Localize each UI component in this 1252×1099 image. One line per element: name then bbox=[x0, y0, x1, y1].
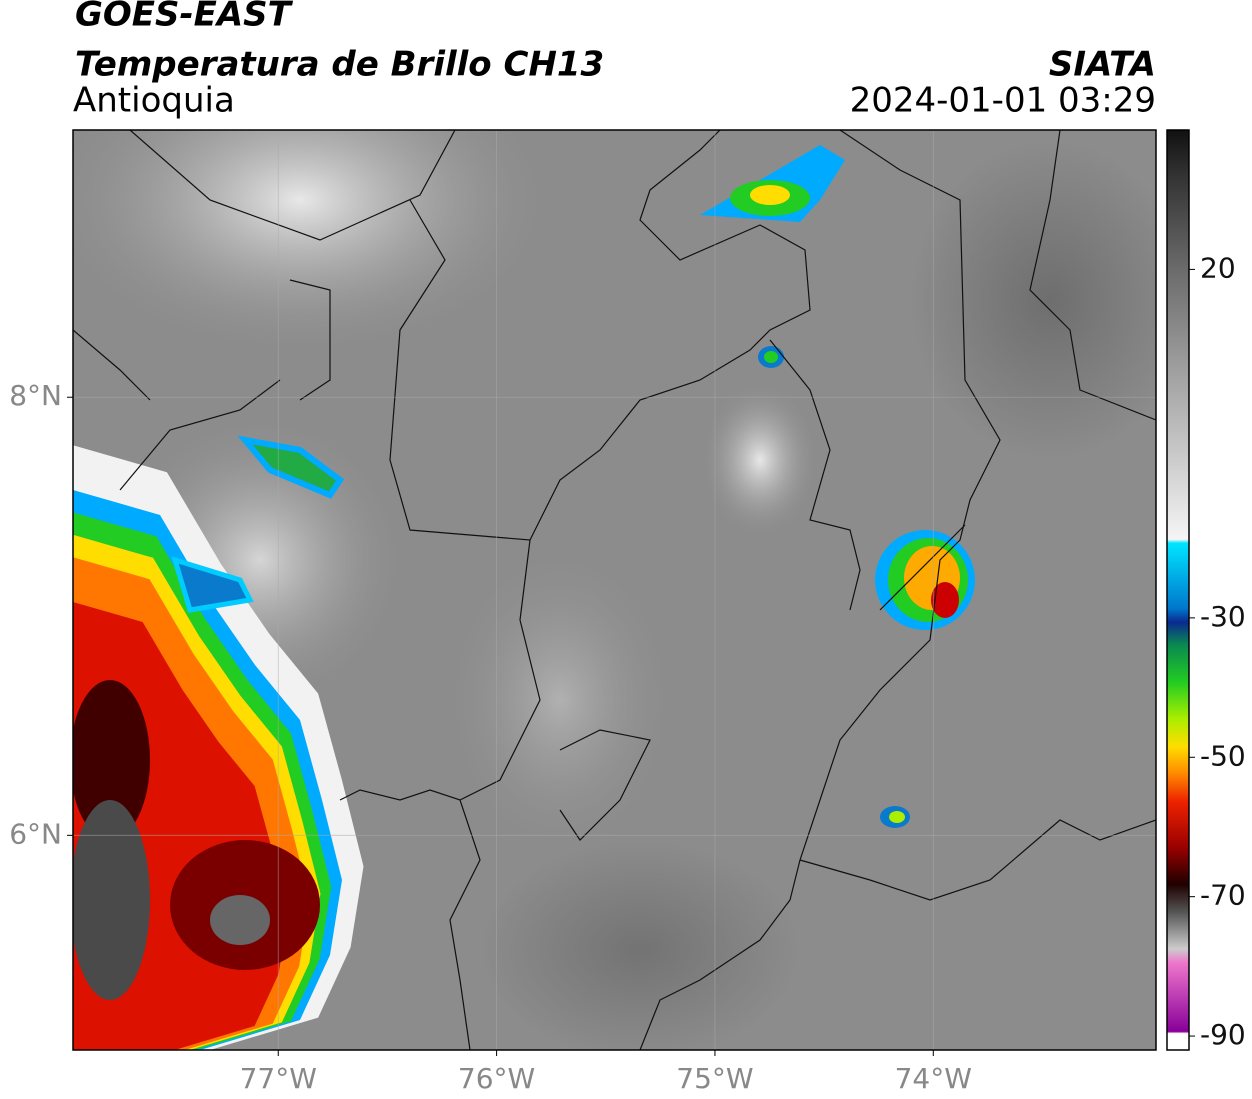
storm-cells bbox=[700, 145, 975, 828]
colorbar-tick-label: -50 bbox=[1200, 739, 1246, 772]
source: SIATA bbox=[1049, 45, 1156, 85]
colorbar-tick-label: -30 bbox=[1200, 600, 1246, 633]
satellite-image bbox=[73, 130, 1156, 1050]
y-tick-label: 6°N bbox=[9, 817, 62, 850]
colorbar-tick-label: 20 bbox=[1200, 251, 1236, 284]
convective-system bbox=[73, 435, 364, 1050]
region: Antioquia bbox=[73, 81, 235, 121]
x-tick-label: 76°W bbox=[458, 1062, 535, 1095]
x-tick-label: 74°W bbox=[895, 1062, 972, 1095]
x-tick-label: 77°W bbox=[240, 1062, 317, 1095]
colorbar-tick-label: -70 bbox=[1200, 879, 1246, 912]
subtitle: Temperatura de Brillo CH13 bbox=[75, 45, 604, 85]
borders bbox=[73, 130, 1156, 1050]
x-tick-label: 75°W bbox=[676, 1062, 753, 1095]
map-frame bbox=[72, 129, 1157, 1051]
colorbar-tick-label: -90 bbox=[1200, 1018, 1246, 1051]
y-tick-label: 8°N bbox=[9, 379, 62, 412]
title: GOES-EAST bbox=[75, 0, 294, 35]
grid bbox=[73, 130, 1156, 1050]
colorbar bbox=[1166, 129, 1190, 1051]
datetime: 2024-01-01 03:29 bbox=[850, 81, 1156, 121]
